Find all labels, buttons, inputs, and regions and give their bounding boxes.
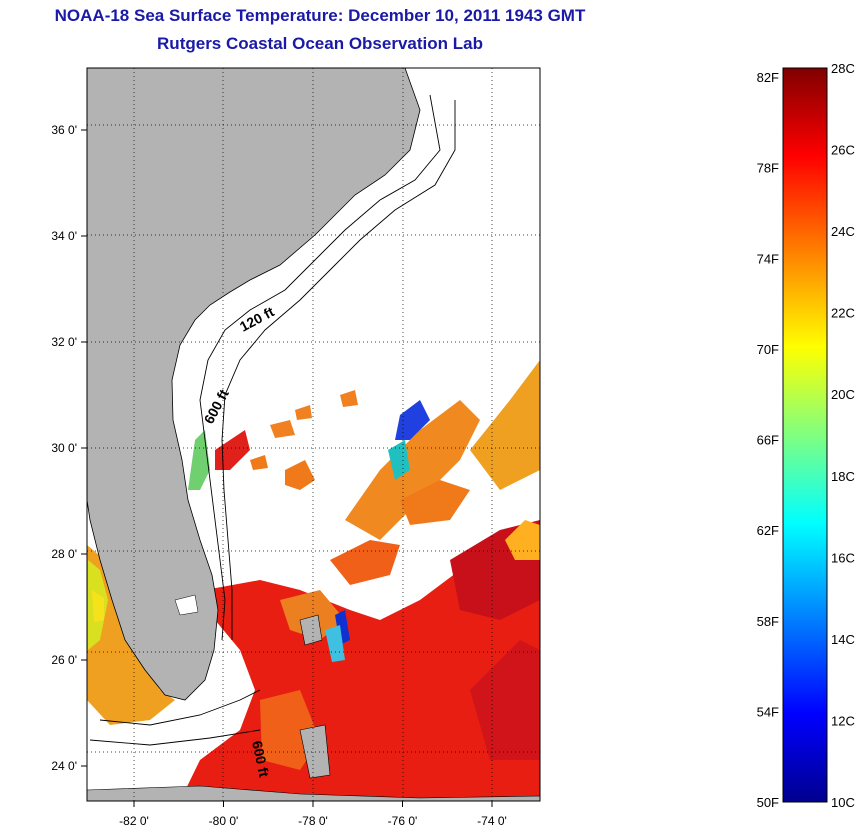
- colorbar-celsius-label: 18C: [831, 469, 855, 484]
- lon-tick-label: -80 0': [209, 814, 239, 828]
- latitude-axis: 36 0' 34 0' 32 0' 30 0' 28 0' 26 0' 24 0': [51, 123, 87, 773]
- colorbar-fahrenheit-label: 50F: [757, 795, 779, 810]
- colorbar-fahrenheit-label: 62F: [757, 523, 779, 538]
- colorbar-fahrenheit-label: 74F: [757, 251, 779, 266]
- map-title: NOAA-18 Sea Surface Temperature: Decembe…: [54, 6, 586, 25]
- colorbar-fahrenheit-label: 82F: [757, 70, 779, 85]
- colorbar-fahrenheit-labels: 82F 78F 74F 70F 66F 62F 58F 54F 50F: [757, 70, 779, 810]
- colorbar-celsius-label: 10C: [831, 795, 855, 810]
- lat-tick-label: 26 0': [51, 653, 77, 667]
- depth-contours: [89, 94, 456, 746]
- colorbar-celsius-label: 24C: [831, 224, 855, 239]
- lon-tick-label: -74 0': [477, 814, 507, 828]
- colorbar-celsius-label: 22C: [831, 306, 855, 321]
- colorbar-fahrenheit-label: 58F: [757, 614, 779, 629]
- lat-tick-label: 36 0': [51, 123, 77, 137]
- lat-tick-label: 24 0': [51, 759, 77, 773]
- lon-tick-label: -82 0': [119, 814, 149, 828]
- colorbar-fahrenheit-label: 70F: [757, 342, 779, 357]
- lake-okeechobee: [174, 594, 199, 616]
- lat-tick-label: 32 0': [51, 335, 77, 349]
- colorbar-fahrenheit-label: 66F: [757, 433, 779, 448]
- island-andros: [299, 724, 331, 779]
- colorbar-fahrenheit-label: 54F: [757, 704, 779, 719]
- colorbar-fahrenheit-label: 78F: [757, 161, 779, 176]
- island-grand-bahama: [299, 614, 323, 646]
- colorbar-celsius-label: 14C: [831, 632, 855, 647]
- lat-tick-label: 34 0': [51, 229, 77, 243]
- lon-tick-label: -76 0': [388, 814, 418, 828]
- colorbar-celsius-label: 16C: [831, 550, 855, 565]
- map-subtitle: Rutgers Coastal Ocean Observation Lab: [157, 34, 483, 53]
- lat-tick-label: 30 0': [51, 441, 77, 455]
- lon-tick-label: -78 0': [298, 814, 328, 828]
- lat-tick-label: 28 0': [51, 547, 77, 561]
- colorbar-celsius-label: 26C: [831, 143, 855, 158]
- colorbar-celsius-label: 28C: [831, 61, 855, 76]
- colorbar-celsius-labels: 28C 26C 24C 22C 20C 18C 16C 14C 12C 10C: [831, 61, 855, 810]
- colorbar-celsius-label: 20C: [831, 387, 855, 402]
- cuba-coast: [87, 785, 540, 801]
- colorbar-celsius-label: 12C: [831, 713, 855, 728]
- map-body: 120 ft 600 ft 600 ft: [87, 68, 540, 801]
- longitude-axis: -82 0' -80 0' -78 0' -76 0' -74 0': [119, 801, 507, 828]
- colorbar: [782, 67, 828, 803]
- contour-label-600ft-south: 600 ft: [249, 739, 272, 778]
- land-mass: [87, 68, 421, 701]
